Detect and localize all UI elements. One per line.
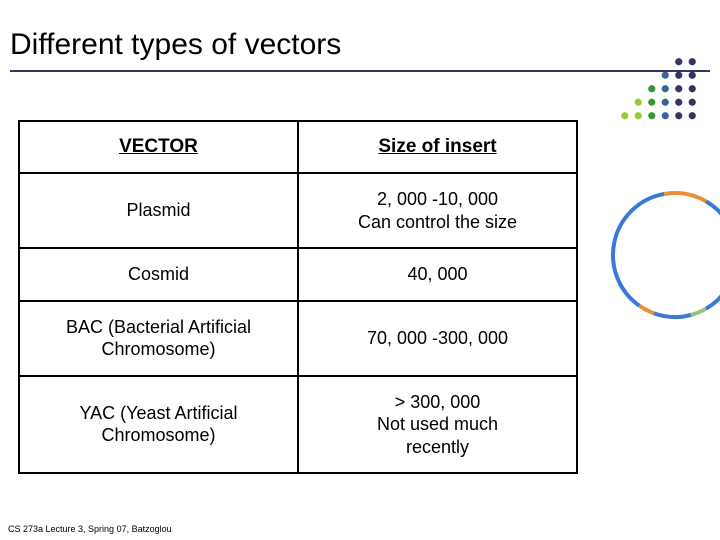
cell-text: Cosmid xyxy=(128,264,189,284)
page-title: Different types of vectors xyxy=(10,28,710,62)
slide-footer: CS 273a Lecture 3, Spring 07, Batzoglou xyxy=(8,524,172,534)
vector-name-cell: Plasmid xyxy=(19,173,298,248)
cell-text: BAC (Bacterial Artificial Chromosome) xyxy=(66,317,251,360)
cell-text: > 300, 000 Not used much recently xyxy=(377,392,498,457)
vector-size-cell: 2, 000 -10, 000 Can control the size xyxy=(298,173,577,248)
title-underline xyxy=(10,70,710,72)
cell-text: 2, 000 -10, 000 Can control the size xyxy=(358,189,517,232)
vector-name-cell: YAC (Yeast Artificial Chromosome) xyxy=(19,376,298,474)
vector-size-cell: > 300, 000 Not used much recently xyxy=(298,376,577,474)
plasmid-ring-icon xyxy=(600,180,720,330)
table-row: YAC (Yeast Artificial Chromosome) > 300, … xyxy=(19,376,577,474)
cell-text: YAC (Yeast Artificial Chromosome) xyxy=(79,403,237,446)
col-header-vector: VECTOR xyxy=(19,121,298,173)
table-row: Plasmid 2, 000 -10, 000 Can control the s… xyxy=(19,173,577,248)
cell-text: Plasmid xyxy=(126,200,190,220)
vector-size-cell: 40, 000 xyxy=(298,248,577,301)
vector-name-cell: Cosmid xyxy=(19,248,298,301)
cell-text: 40, 000 xyxy=(407,264,467,284)
table-header-row: VECTOR Size of insert xyxy=(19,121,577,173)
table-row: BAC (Bacterial Artificial Chromosome) 70,… xyxy=(19,301,577,376)
col-header-size: Size of insert xyxy=(298,121,577,173)
vectors-table: VECTOR Size of insert Plasmid 2, 000 -10,… xyxy=(18,120,578,474)
vector-name-cell: BAC (Bacterial Artificial Chromosome) xyxy=(19,301,298,376)
table-row: Cosmid 40, 000 xyxy=(19,248,577,301)
vector-size-cell: 70, 000 -300, 000 xyxy=(298,301,577,376)
cell-text: 70, 000 -300, 000 xyxy=(367,328,508,348)
